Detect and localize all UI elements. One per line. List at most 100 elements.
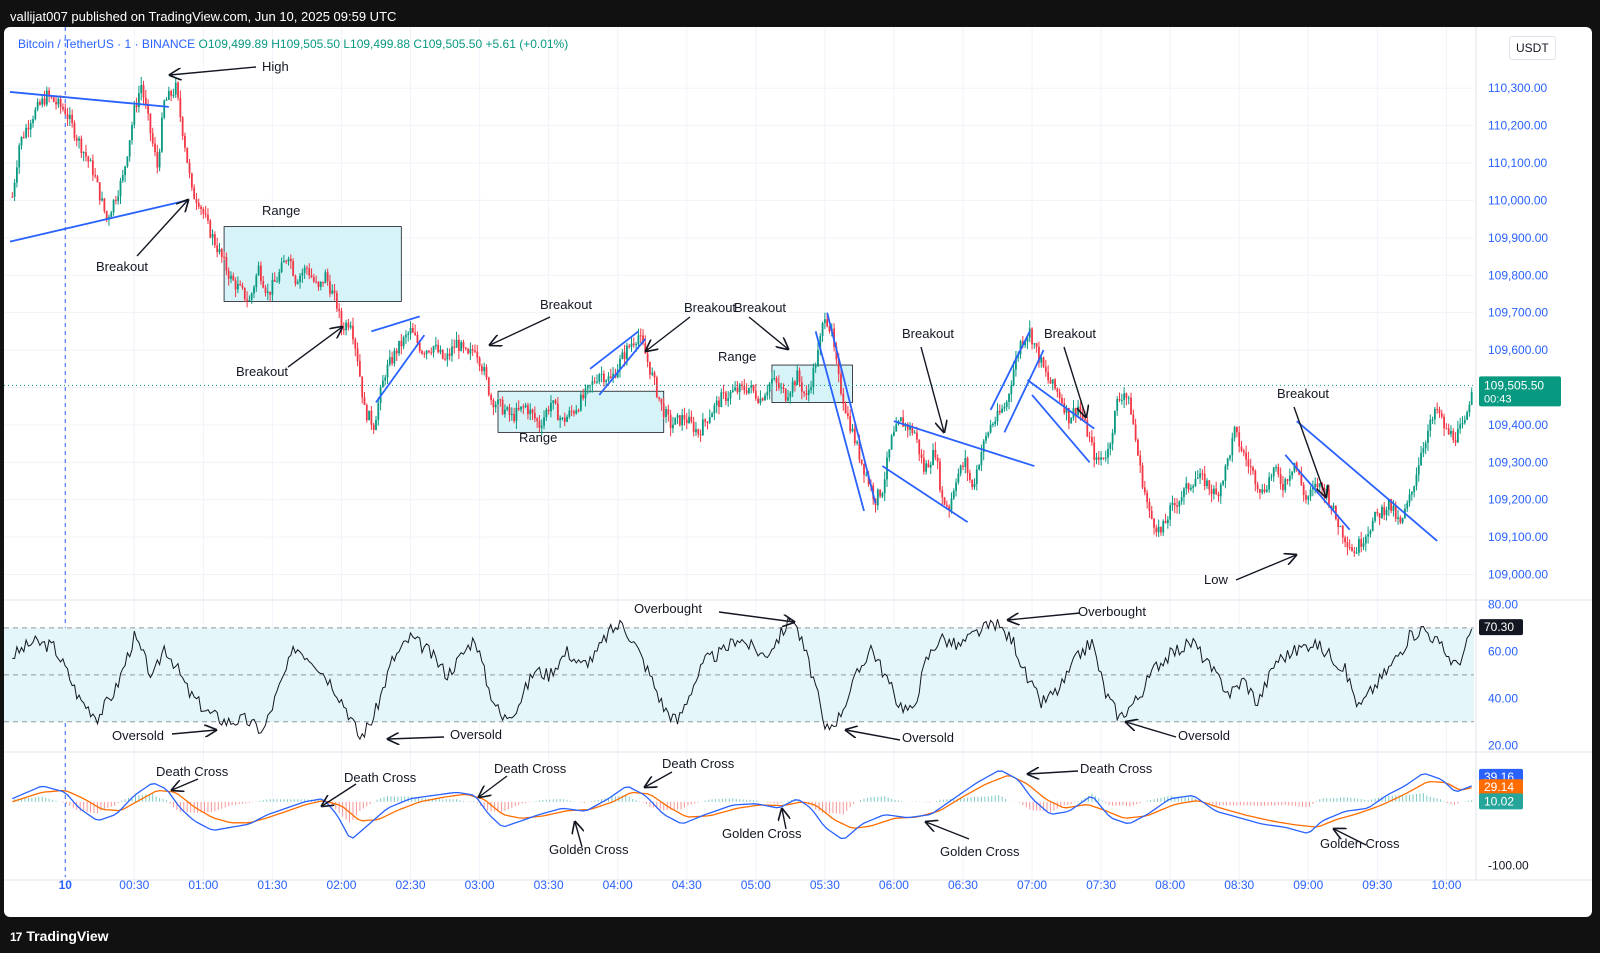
candle-down [920,454,923,458]
candle-down [752,385,755,391]
candle-down [1259,489,1261,493]
candle-down [513,413,516,421]
candle-up [817,350,819,367]
candle-up [1369,530,1372,535]
candle-up [929,464,932,468]
tradingview-logo[interactable]: 17 TradingView [10,928,109,944]
candle-up [600,373,603,375]
candle-up [791,381,794,393]
symbol-label[interactable]: Bitcoin / TetherUS · 1 · BINANCE [18,37,196,51]
candle-down [400,340,403,347]
candle-down [1031,328,1033,345]
candle-down [1341,526,1344,538]
candle-down [335,292,338,309]
candle-up [1070,417,1073,424]
candle-down [577,410,580,412]
candle-up [409,328,412,334]
candle-up [750,385,753,388]
time-tick-label: 08:00 [1155,878,1185,892]
candle-up [110,212,113,217]
label-golden-cross-1: Golden Cross [549,842,629,857]
candle-down [1286,479,1289,481]
candle-down [1254,470,1257,485]
candle-down [800,382,803,392]
candle-down [1249,466,1252,468]
time-tick-label: 03:00 [465,878,495,892]
candle-down [692,421,695,433]
candle-down [285,260,288,262]
price-tick-label: 109,000.00 [1488,568,1548,582]
candle-up [727,398,730,402]
candle-down [1399,517,1402,523]
candle-up [985,436,987,441]
candle-down [246,299,248,301]
candle-down [1143,487,1146,493]
chart-canvas[interactable]: HighBreakoutRangeBreakoutBreakoutRangeBr… [4,27,1592,917]
candle-down [312,277,315,282]
candle-down [653,372,656,378]
candle-up [768,383,771,392]
candle-up [925,463,928,472]
candle-up [218,248,221,253]
time-tick-label: 00:30 [119,878,149,892]
candle-up [20,136,23,146]
candle-down [200,206,202,210]
candle-up [57,98,60,105]
candle-down [761,398,764,401]
change-value: +5.61 (+0.01%) [485,37,569,51]
currency-button[interactable]: USDT [1509,36,1556,60]
candle-down [62,106,64,110]
candle-down [1097,457,1100,460]
candle-down [911,425,914,434]
candle-down [480,366,483,372]
candle-down [370,410,373,425]
candle-up [1157,526,1160,533]
label-breakout-8: Breakout [1277,386,1329,401]
price-tick-label: 109,800.00 [1488,268,1548,282]
candle-down [333,290,336,293]
time-tick-label: 01:30 [257,878,287,892]
candle-down [690,416,693,422]
label-range-2: Range [519,430,557,445]
price-tick-label: 109,300.00 [1488,455,1548,469]
candle-down [416,334,419,344]
candle-up [349,325,352,328]
candle-up [695,429,697,433]
candle-down [722,392,725,394]
candle-down [207,214,209,221]
candle-up [1012,369,1015,386]
candle-up [708,417,711,423]
candle-down [1252,467,1254,471]
candle-down [1035,343,1038,347]
price-tick-label: 109,100.00 [1488,530,1548,544]
candle-up [1459,424,1462,429]
candle-down [306,267,308,269]
candle-up [881,493,884,497]
candle-down [273,279,276,282]
candle-down [260,265,262,282]
candle-up [701,419,704,436]
price-tick-label: 110,100.00 [1488,156,1547,170]
candle-up [598,374,601,382]
candle-up [331,290,334,294]
candle-up [1427,430,1429,443]
candle-up [1109,443,1112,449]
hist-value-tag [1479,793,1523,810]
candle-down [1348,547,1351,549]
candle-down [538,420,541,428]
candle-up [1456,428,1459,443]
candle-down [241,285,244,288]
candle-up [1367,534,1370,537]
breakout-arrow-6 [920,346,944,432]
candle-down [358,361,361,377]
candle-up [1040,357,1043,363]
candle-up [992,424,994,426]
candle-down [1438,409,1441,414]
candle-down [1058,392,1061,398]
candle-up [167,90,170,100]
signal-line [12,775,1472,829]
candle-down [1063,403,1066,413]
macd-histogram [14,793,1473,823]
candle-down [356,348,359,362]
candle-up [1424,442,1427,449]
